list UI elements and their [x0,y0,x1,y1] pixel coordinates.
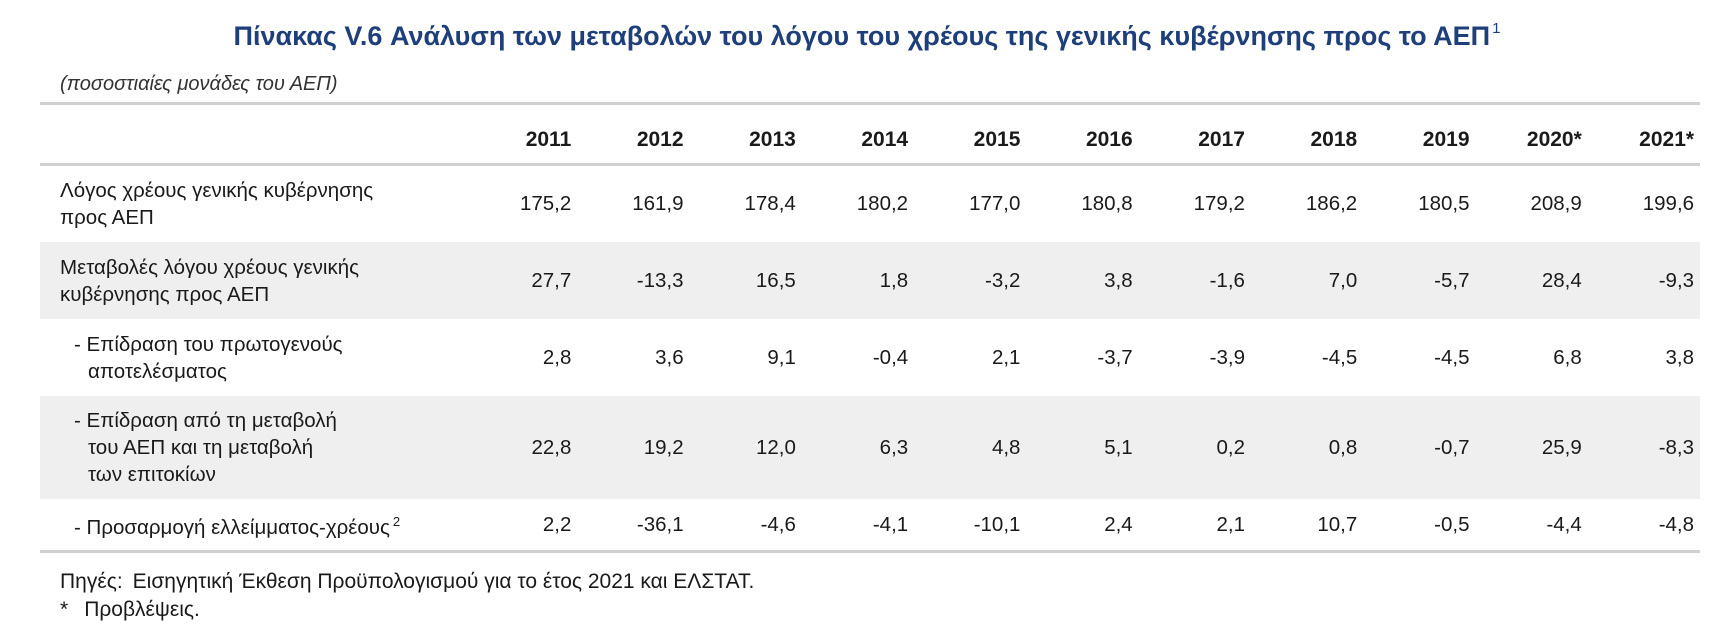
table-cell: 4,8 [991,435,1021,459]
table-cell: 2,2 [542,512,572,536]
table-cell: 6,3 [879,435,909,459]
table-cell: 1,8 [879,268,909,292]
table-cell: 10,7 [1317,512,1358,536]
table-cell: 28,4 [1541,268,1582,292]
table-cell: 180,8 [1081,192,1133,215]
table-cell: 0,8 [1328,435,1358,459]
table-cell: 2,8 [542,345,572,369]
table-cell: -4,6 [760,512,796,536]
table-cell: -3,2 [985,268,1021,292]
row-label: - Επίδραση από τη μεταβολή του ΑΕΠ και τ… [74,409,337,486]
table-cell: -9,3 [1658,268,1695,292]
table-cell: -0,7 [1434,435,1470,459]
table-cell: 0,2 [1216,435,1245,459]
table-cell: -3,9 [1209,345,1245,369]
row-label: Μεταβολές λόγου χρέους γενικής κυβέρνηση… [60,255,360,306]
table-header-row: 2011 2012 2013 2014 2015 2016 2017 2018 … [40,105,1700,166]
row-label: - Επίδραση του πρωτογενούς αποτελέσματος [74,332,343,383]
forecast-text: Προβλέψεις. [84,598,200,621]
table-cell: 3,8 [1665,345,1695,369]
table-cell: 180,5 [1418,192,1470,215]
table-cell: 22,8 [531,435,572,459]
table-cell: -4,8 [1658,512,1695,536]
header-year: 2015 [973,128,1021,151]
table-row-debt-ratio: Λόγος χρέους γενικής κυβέρνησης προς ΑΕΠ… [40,166,1700,242]
table-cell: 178,4 [744,192,796,215]
header-year: 2014 [861,128,909,151]
header-year: 2011 [525,128,572,151]
header-year: 2018 [1310,128,1358,151]
table-cell: -36,1 [636,512,684,536]
header-year: 2017 [1198,128,1245,151]
table-cell: 177,0 [969,192,1021,215]
table-cell: 19,2 [643,435,684,459]
table-cell: 208,9 [1530,192,1582,215]
header-year: 2016 [1085,128,1133,151]
forecast-mark: * [60,598,69,621]
table-title: Πίνακας V.6 Ανάλυση των μεταβολών του λό… [233,20,1501,51]
table-cell: 175,2 [519,192,572,215]
header-year: 2013 [749,128,796,151]
forecast-note: * Προβλέψεις. [60,598,200,622]
table-cell: 2,4 [1104,512,1133,536]
table-cell: 6,8 [1553,345,1582,369]
sources-note: Πηγές: Εισηγητική Έκθεση Προϋπολογισμού γ… [60,570,754,594]
header-year: 2012 [636,128,684,151]
table-row-gdp-interest-effect: - Επίδραση από τη μεταβολή του ΑΕΠ και τ… [40,396,1700,499]
title-footnote-mark: 1 [1492,20,1501,37]
table-cell: 12,0 [756,435,796,459]
table-cell: 16,5 [755,268,796,292]
table-cell: 3,6 [655,345,684,369]
table-cell: 3,8 [1104,268,1133,292]
table-cell: -3,7 [1097,345,1133,369]
table-cell: 2,1 [1216,512,1245,536]
table-cell: -8,3 [1658,435,1695,459]
table-row-primary-balance: - Επίδραση του πρωτογενούς αποτελέσματος… [40,319,1700,396]
table-subtitle: (ποσοστιαίες μονάδες του ΑΕΠ) [60,73,338,95]
header-year: 2021* [1639,128,1695,151]
table-cell: 179,2 [1193,192,1245,215]
row-label: Λόγος χρέους γενικής κυβέρνησης προς ΑΕΠ [60,179,374,229]
row-footnote-mark: 2 [392,514,401,529]
table-cell: -5,7 [1434,268,1470,292]
table-row-debt-change: Μεταβολές λόγου χρέους γενικής κυβέρνηση… [40,242,1700,319]
sources-label: Πηγές: [60,570,123,593]
table-cell: -0,4 [872,345,909,369]
table-cell: -4,5 [1434,345,1470,369]
debt-table: 2011 2012 2013 2014 2015 2016 2017 2018 … [40,102,1700,553]
table-cell: 7,0 [1328,268,1358,292]
table-cell: -1,6 [1209,268,1245,292]
table-cell: -4,4 [1546,512,1582,536]
table-cell: 186,2 [1305,192,1358,215]
table-cell: 5,1 [1104,435,1133,459]
table-cell: 180,2 [856,192,909,215]
table-cell: -4,5 [1321,345,1358,369]
table-cell: -13,3 [636,268,684,292]
table-cell: -0,5 [1434,512,1470,536]
table-cell: -4,1 [872,512,909,536]
table-row-deficit-debt-adjustment: - Προσαρμογή ελλείμματος-χρέους 2 2,2 -36… [40,499,1700,550]
table-cell: 25,9 [1541,435,1582,459]
header-year: 2020* [1526,128,1582,151]
table-cell: 2,1 [991,345,1021,369]
table-cell: -10,1 [973,512,1021,536]
table-cell: 199,6 [1642,192,1695,215]
table-cell: 9,1 [767,345,796,369]
row-label: - Προσαρμογή ελλείμματος-χρέους 2 [74,514,401,539]
header-year: 2019 [1422,128,1470,151]
table-cell: 27,7 [531,268,572,292]
sources-text: Εισηγητική Έκθεση Προϋπολογισμού για το … [132,570,755,593]
table-cell: 161,9 [632,192,684,215]
